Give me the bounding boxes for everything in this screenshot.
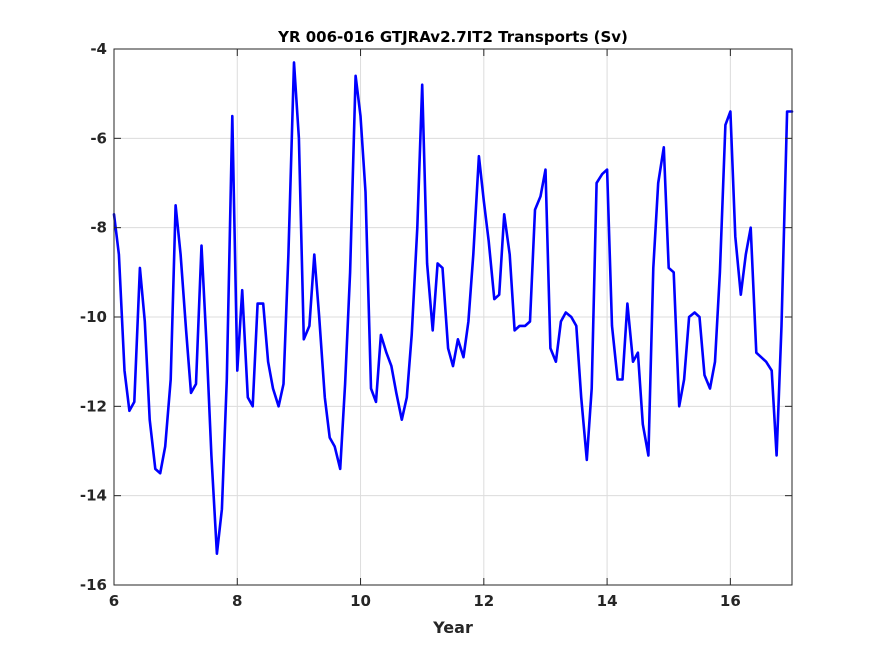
x-tick-label: 6 <box>109 592 119 610</box>
axis-ticks: 6 8 10 12 14 16 -16 -14 -12 -10 -8 -6 -4 <box>80 40 792 610</box>
y-tick-label: -8 <box>90 219 107 237</box>
series-line <box>112 61 794 556</box>
y-tick-label: -16 <box>80 576 107 594</box>
y-tick-label: -14 <box>80 487 107 505</box>
y-tick-label: -12 <box>80 397 107 415</box>
x-tick-label: 16 <box>720 592 741 610</box>
chart-title: YR 006-016 GTJRAv2.7IT2 Transports (Sv) <box>277 28 628 46</box>
x-axis-label: Year <box>432 618 473 637</box>
series-layer <box>112 61 794 556</box>
x-tick-label: 12 <box>473 592 494 610</box>
y-tick-label: -10 <box>80 308 107 326</box>
x-tick-label: 14 <box>597 592 618 610</box>
x-tick-label: 8 <box>232 592 242 610</box>
x-tick-label: 10 <box>350 592 371 610</box>
y-tick-label: -4 <box>90 40 107 58</box>
y-tick-label: -6 <box>90 129 107 147</box>
